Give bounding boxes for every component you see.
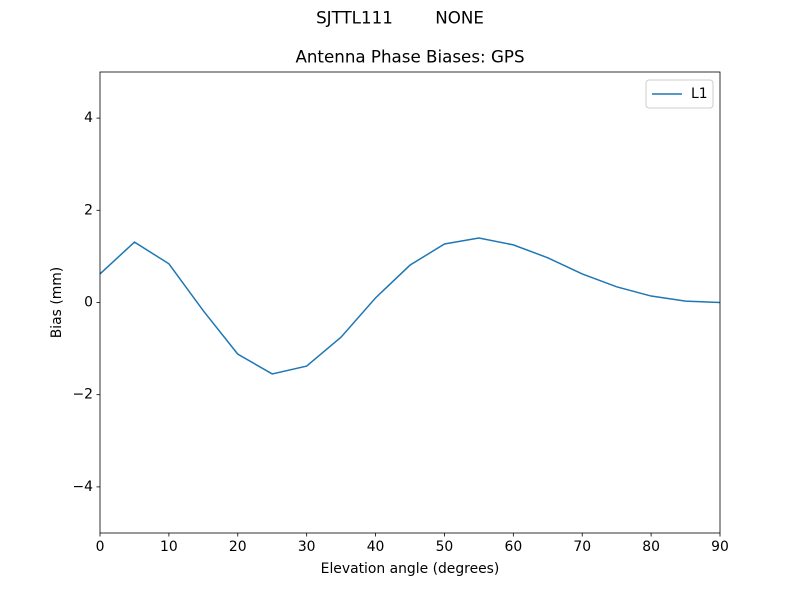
- y-tick-label: 4: [84, 110, 93, 126]
- x-axis-label: Elevation angle (degrees): [321, 561, 500, 577]
- plot-frame: [99, 71, 721, 534]
- x-tick-label: 10: [160, 539, 178, 555]
- y-tick-label: −2: [73, 387, 93, 403]
- x-tick-label: 80: [642, 539, 660, 555]
- x-tick-label: 40: [367, 539, 385, 555]
- y-axis-label: Bias (mm): [49, 267, 65, 338]
- x-tick-label: 0: [96, 539, 105, 555]
- chart-title: Antenna Phase Biases: GPS: [295, 47, 524, 67]
- y-tick-label: 0: [84, 295, 93, 311]
- suptitle: SJTTL111 NONE: [316, 8, 484, 28]
- y-tick-label: −4: [73, 479, 94, 495]
- x-tick-label: 90: [711, 539, 729, 555]
- x-tick-label: 70: [573, 539, 591, 555]
- legend-label: L1: [691, 86, 708, 102]
- x-tick-label: 50: [436, 539, 454, 555]
- y-tick-label: 2: [84, 202, 93, 218]
- x-tick-label: 30: [298, 539, 316, 555]
- data-line: [100, 237, 720, 375]
- x-tick-label: 60: [504, 539, 522, 555]
- x-tick-label: 20: [229, 539, 247, 555]
